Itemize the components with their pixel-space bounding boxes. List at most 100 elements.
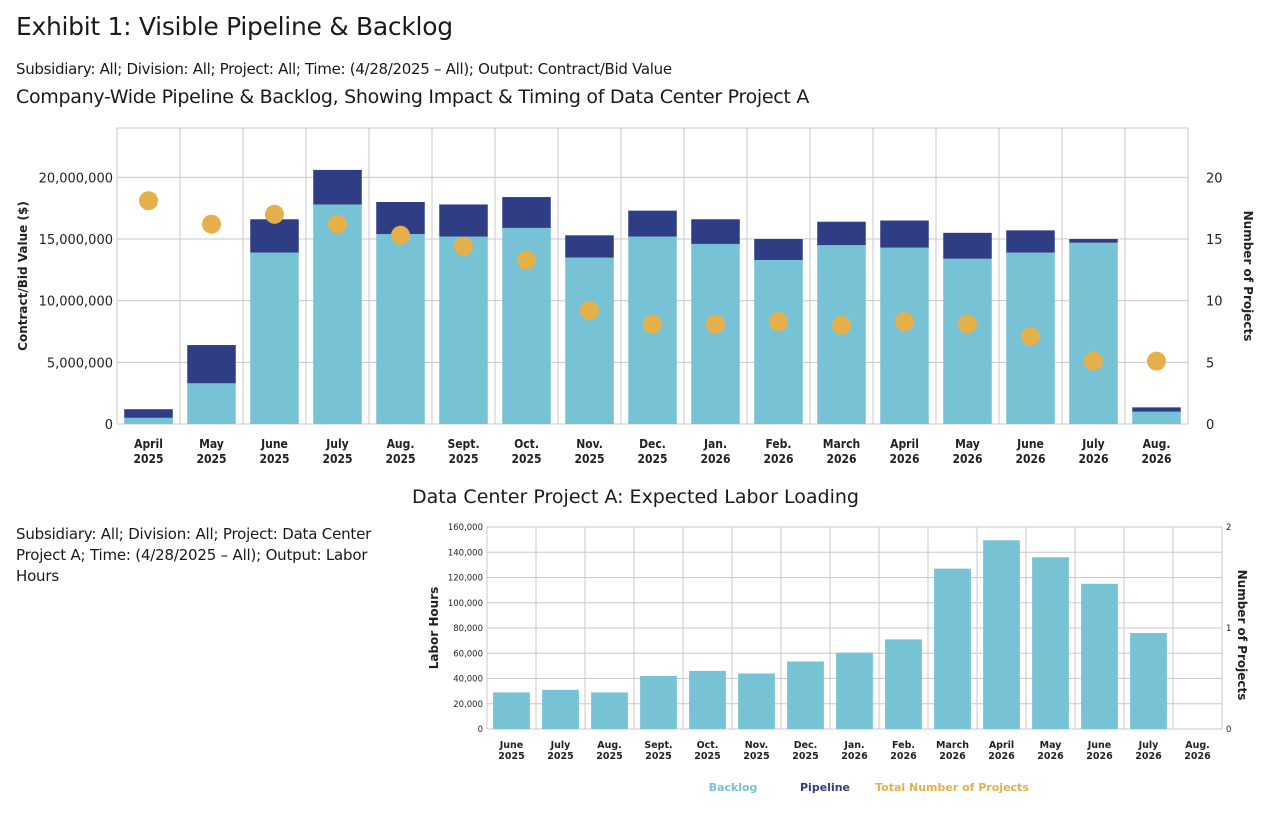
y2-tick-label: 5 [1206,356,1214,371]
x-tick-label-month: April [134,437,163,451]
bar-backlog [376,234,425,424]
x-tick-label-month: Feb. [765,437,791,451]
y2-tick-label: 0 [1226,725,1231,735]
bar-backlog [983,540,1020,729]
x-tick-label-year: 2026 [763,452,793,466]
project-count-dot [580,301,599,321]
x-tick-label-year: 2026 [1078,452,1108,466]
chart2-bars [493,540,1167,729]
project-count-dot [391,225,410,245]
bar-pipeline [817,221,866,246]
y2-tick-label: 1 [1226,624,1231,634]
x-tick-label-year: 2025 [574,452,604,466]
project-count-dot [1147,351,1166,371]
x-tick-label-month: March [823,437,860,451]
x-tick-label-month: July [1138,740,1160,751]
chart1-x-axis: April2025May2025June2025July2025Aug.2025… [133,437,1171,466]
chart2-y-axis-title: Labor Hours [427,587,441,670]
bar-backlog [493,692,530,729]
x-tick-label-month: May [199,437,224,451]
bar-backlog [689,670,726,729]
bar-pipeline [502,197,551,228]
bar-pipeline [1069,239,1118,243]
chart1-right-axis: 0 5 10 15 20 [1206,171,1223,433]
y-tick-label: 20,000,000 [39,171,113,186]
y-tick-label: 60,000 [453,649,483,659]
bar-pipeline [565,235,614,258]
x-tick-label-year: 2026 [890,751,917,762]
x-tick-label-month: Sept. [644,740,672,751]
bar-pipeline [880,220,929,248]
project-count-dot [1021,326,1040,346]
x-tick-label-month: Jan. [703,437,727,451]
x-tick-label-month: April [890,437,919,451]
x-tick-label-month: Aug. [1185,740,1210,751]
legend-item-backlog: Backlog [709,781,758,794]
x-tick-label-year: 2025 [448,452,478,466]
x-tick-label-year: 2025 [637,452,667,466]
x-tick-label-year: 2026 [889,452,919,466]
bar-backlog [439,236,488,424]
x-tick-label-year: 2025 [385,452,415,466]
y-tick-label: 160,000 [448,523,483,533]
x-tick-label-month: June [1087,740,1112,751]
x-tick-label-month: Feb. [892,740,915,751]
x-tick-label-year: 2025 [694,751,720,762]
bar-backlog [885,639,922,729]
y-tick-label: 0 [478,725,483,735]
x-tick-label-month: Sept. [447,437,479,451]
chart2-y2-axis-title: Number of Projects [1235,570,1249,701]
x-tick-label-month: Oct. [697,740,719,751]
bar-backlog [880,247,929,424]
chart1-y-axis-title: Contract/Bid Value ($) [16,201,30,351]
x-tick-label-year: 2026 [841,751,868,762]
bar-backlog [250,252,299,424]
x-tick-label-month: Aug. [597,740,622,751]
x-tick-label-year: 2025 [596,751,622,762]
x-tick-label-month: June [260,437,288,451]
project-count-dot [706,314,725,334]
x-tick-label-month: Nov. [745,740,769,751]
bar-backlog [943,258,992,424]
x-tick-label-year: 2025 [743,751,769,762]
y2-tick-label: 10 [1206,295,1223,310]
x-tick-label-month: Dec. [794,740,818,751]
chart2-right-axis: 0 1 2 [1226,523,1231,735]
x-tick-label-month: June [1016,437,1044,451]
bar-backlog [591,692,628,729]
x-tick-label-year: 2026 [939,751,966,762]
bar-backlog [754,259,803,424]
bar-backlog [934,568,971,729]
legend-item-total-number-of-projects: Total Number of Projects [875,781,1029,794]
x-tick-label-year: 2026 [1135,751,1162,762]
x-tick-label-year: 2025 [133,452,163,466]
x-tick-label-month: June [499,740,524,751]
y-tick-label: 140,000 [448,548,483,558]
legend-item-pipeline: Pipeline [800,781,850,794]
bar-pipeline [754,239,803,260]
x-tick-label-month: May [1040,740,1063,751]
x-tick-label-year: 2025 [645,751,671,762]
bar-pipeline [250,219,299,253]
y-tick-label: 5,000,000 [47,356,113,371]
x-tick-label-year: 2025 [196,452,226,466]
project-count-dot [139,191,158,211]
y2-tick-label: 15 [1206,233,1223,248]
project-count-dot [202,214,221,234]
x-tick-label-year: 2025 [259,452,289,466]
project-count-dot [328,214,347,234]
x-tick-label-month: Aug. [387,437,415,451]
y2-tick-label: 0 [1206,418,1214,433]
bar-backlog [124,417,173,424]
x-tick-label-month: May [955,437,980,451]
bar-backlog [1069,242,1118,424]
y2-tick-label: 2 [1226,523,1231,533]
x-tick-label-year: 2025 [498,751,524,762]
y-tick-label: 120,000 [448,574,483,584]
bar-pipeline [313,169,362,205]
exhibit-title: Exhibit 1: Visible Pipeline & Backlog [16,12,453,41]
bar-pipeline [943,232,992,259]
project-count-dot [517,250,536,270]
x-tick-label-month: Dec. [639,437,666,451]
bar-backlog [1130,633,1167,729]
